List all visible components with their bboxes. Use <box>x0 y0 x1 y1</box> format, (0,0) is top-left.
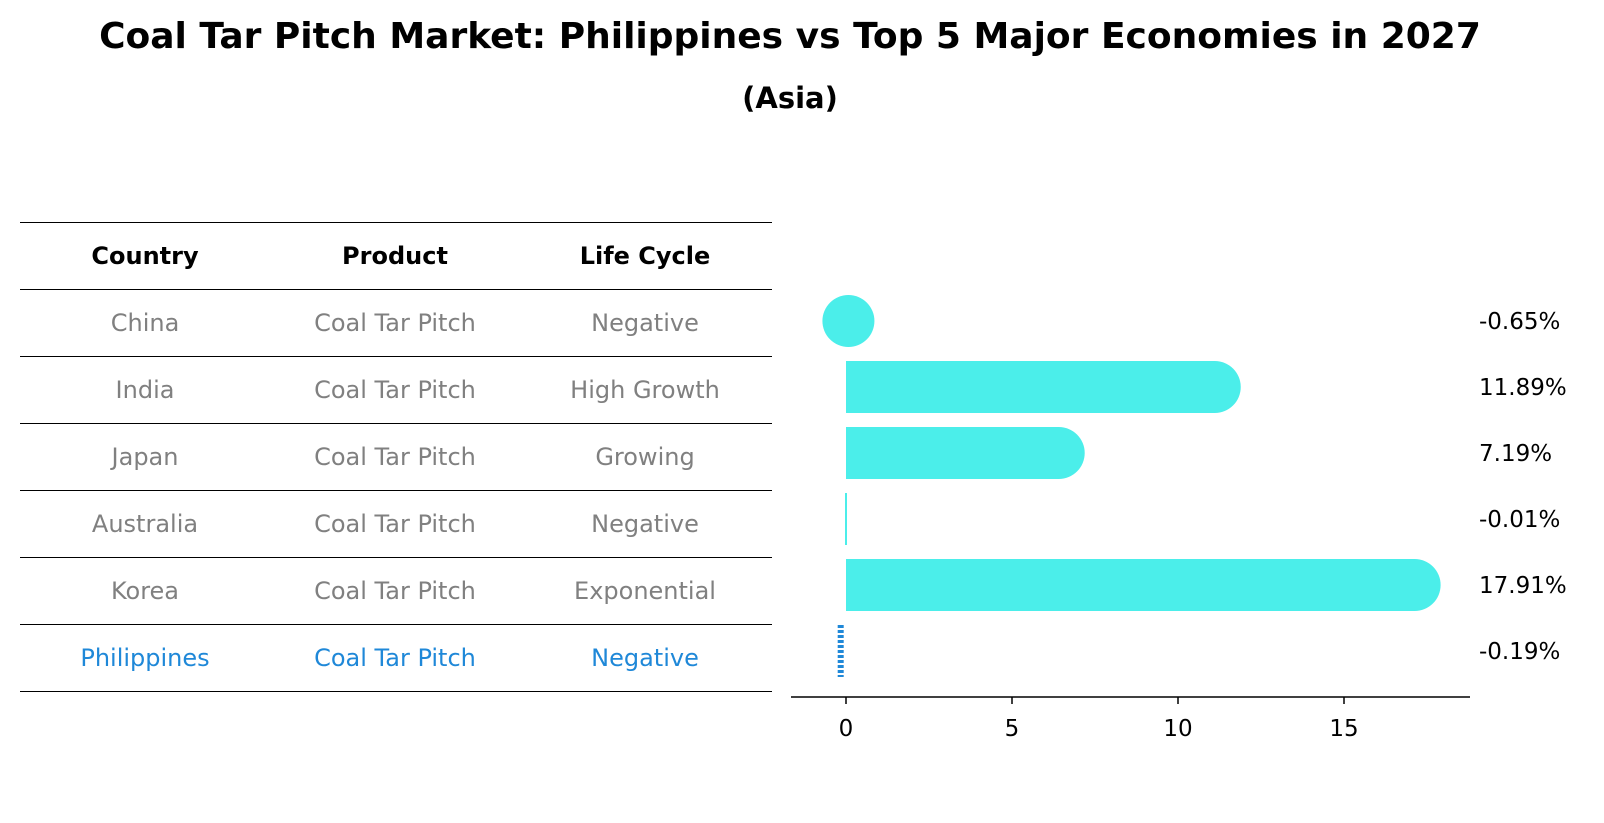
cell-product: Coal Tar Pitch <box>314 309 476 337</box>
table-row-highlight: Philippines Coal Tar Pitch Negative <box>20 624 772 692</box>
table-row: Australia Coal Tar Pitch Negative <box>20 490 772 557</box>
cell-life-cycle: High Growth <box>570 376 720 404</box>
cell-country: India <box>115 376 175 404</box>
cell-product: Coal Tar Pitch <box>314 376 476 404</box>
x-tick-label: 10 <box>1163 716 1192 742</box>
table-row: Korea Coal Tar Pitch Exponential <box>20 557 772 624</box>
table-row: China Coal Tar Pitch Negative <box>20 289 772 356</box>
bar-china <box>822 295 875 347</box>
cell-life-cycle: Growing <box>595 443 695 471</box>
header-country: Country <box>91 242 199 270</box>
cell-country: China <box>110 309 180 337</box>
cell-life-cycle: Negative <box>591 510 699 538</box>
header-product: Product <box>342 242 448 270</box>
cell-product: Coal Tar Pitch <box>314 510 476 538</box>
bar-india <box>846 361 1241 413</box>
table-row: India Coal Tar Pitch High Growth <box>20 356 772 423</box>
cell-life-cycle: Negative <box>591 644 699 672</box>
cell-country: Japan <box>111 443 179 471</box>
table-row: Japan Coal Tar Pitch Growing <box>20 423 772 490</box>
bar-value-label: 7.19% <box>1479 441 1552 467</box>
data-table: Country Product Life Cycle China Coal Ta… <box>20 222 772 692</box>
cell-life-cycle: Exponential <box>574 577 716 605</box>
bar-australia <box>845 493 847 545</box>
cell-country: Australia <box>91 510 199 538</box>
x-tick-label: 15 <box>1329 716 1358 742</box>
bar-value-label: -0.19% <box>1479 639 1560 665</box>
cell-life-cycle: Negative <box>591 309 699 337</box>
cell-product: Coal Tar Pitch <box>314 443 476 471</box>
bar-value-label: -0.65% <box>1479 309 1560 335</box>
bar-value-label: -0.01% <box>1479 507 1560 533</box>
bar-value-label: 11.89% <box>1479 375 1567 401</box>
x-tick-label: 0 <box>839 716 854 742</box>
table-header-row: Country Product Life Cycle <box>20 222 772 289</box>
cell-country: Korea <box>110 577 180 605</box>
cell-product: Coal Tar Pitch <box>314 644 476 672</box>
header-life-cycle: Life Cycle <box>579 242 711 270</box>
chart-title: Coal Tar Pitch Market: Philippines vs To… <box>99 16 1481 57</box>
bar-korea <box>846 559 1441 611</box>
cell-country: Philippines <box>80 644 210 672</box>
bar-value-label: 17.91% <box>1479 573 1567 599</box>
bar-japan <box>846 427 1085 479</box>
chart-subtitle: (Asia) <box>742 81 838 115</box>
x-tick-label: 5 <box>1005 716 1020 742</box>
cell-product: Coal Tar Pitch <box>314 577 476 605</box>
